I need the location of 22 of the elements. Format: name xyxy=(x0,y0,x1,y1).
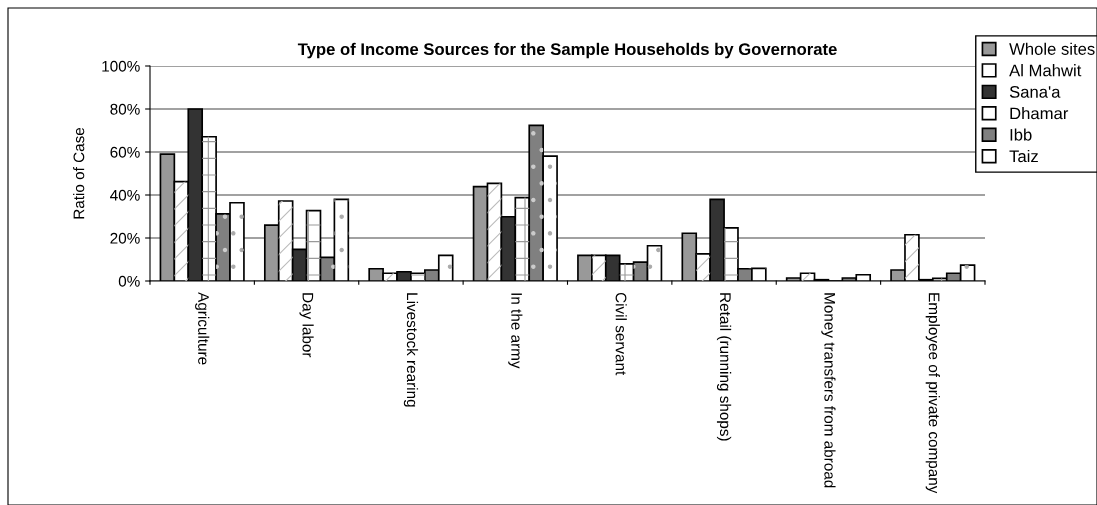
x-tick-label: Employee of private company xyxy=(925,293,940,494)
legend-label: Al Mahwit xyxy=(1009,64,1082,77)
legend-label: Dhamar xyxy=(1010,107,1069,120)
y-tick-label: 60% xyxy=(110,146,140,158)
y-tick-label: 100% xyxy=(102,60,140,72)
legend-label: Ibb xyxy=(1010,128,1032,141)
y-tick-label: 40% xyxy=(110,189,140,201)
y-tick-label: 20% xyxy=(110,232,140,244)
x-tick-label: Agriculture xyxy=(195,292,210,365)
y-tick-label: 0% xyxy=(118,275,140,287)
legend-label: Sana'a xyxy=(1009,86,1061,98)
y-tick-label: 80% xyxy=(110,103,140,115)
x-tick-label: Day labor xyxy=(299,293,314,358)
x-tick-label: In the army xyxy=(508,293,523,369)
chart-title: Type of Income Sources for the Sample Households by Governorate xyxy=(297,42,837,59)
x-tick-label: Livestock rearing xyxy=(403,293,419,407)
x-tick-label: Civil servant xyxy=(615,292,627,376)
y-axis-title: Ratio of Case xyxy=(73,127,85,219)
legend-label: Taiz xyxy=(1009,149,1038,163)
legend-label: Whole sites xyxy=(1009,42,1095,55)
x-tick-label: Retail (running shops) xyxy=(716,293,732,441)
x-tick-label: Money transfers from abroad xyxy=(821,293,836,488)
